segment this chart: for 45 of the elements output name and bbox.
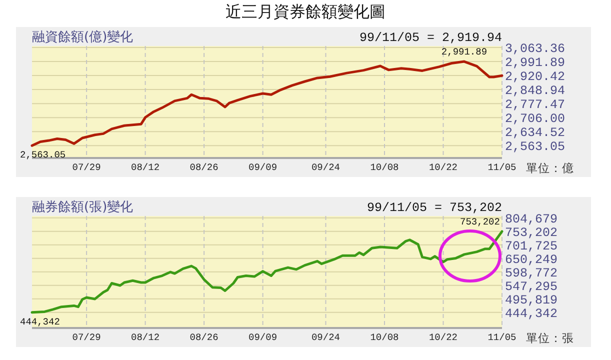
- x-tick-label: 11/05: [488, 332, 517, 343]
- x-tick-label: 08/12: [131, 162, 160, 173]
- annotation: 2,991.89: [441, 46, 488, 58]
- x-tick-label: 11/05: [488, 162, 517, 173]
- y-tick-label: 2,563.05: [505, 140, 566, 154]
- x-tick-label: 10/22: [428, 332, 458, 343]
- y-tick-label: 701,725: [505, 239, 558, 254]
- text: 單位：億: [526, 161, 574, 175]
- x-tick-label: 08/12: [131, 332, 160, 343]
- annotation: 753,202: [460, 216, 500, 228]
- x-tick-label: 10/22: [428, 162, 458, 173]
- chart-title: 近三月資券餘額變化圖: [226, 2, 386, 21]
- x-tick-label: 10/08: [370, 332, 400, 343]
- x-tick-label: 09/09: [248, 162, 278, 173]
- y-tick-label: 495,819: [505, 293, 558, 308]
- x-tick-label: 10/08: [370, 162, 400, 173]
- y-tick-label: 650,249: [505, 252, 558, 267]
- x-tick-label: 08/26: [190, 332, 219, 343]
- line-series: [30, 230, 504, 314]
- y-tick-label: 547,295: [505, 280, 558, 294]
- x-tick-label: 09/24: [311, 332, 340, 343]
- chart-subtitle: 融資餘額(億)變化: [32, 30, 134, 45]
- chart-subtitle: 融券餘額(張)變化: [32, 200, 134, 215]
- annotation: 444,342: [20, 316, 60, 328]
- y-tick-label: 444,342: [505, 306, 558, 321]
- annotation: 2,563.05: [20, 150, 66, 161]
- y-tick-label: 2,848.94: [505, 84, 566, 98]
- x-tick-label: 07/29: [72, 162, 102, 173]
- line-series: [30, 60, 504, 147]
- x-tick-label: 07/29: [72, 332, 102, 343]
- y-tick-label: 598,772: [505, 266, 558, 280]
- y-tick-label: 753,202: [505, 226, 558, 240]
- y-tick-label: 804,679: [505, 212, 558, 226]
- y-tick-label: 3,063.36: [505, 42, 566, 56]
- text: 99/11/05 = 2,919.94: [359, 31, 502, 45]
- y-tick-label: 2,920.42: [505, 70, 566, 84]
- y-tick-label: 2,991.89: [505, 56, 566, 70]
- text: 單位：張: [526, 331, 574, 345]
- y-tick-label: 2,777.47: [505, 98, 566, 112]
- x-tick-label: 08/26: [190, 162, 219, 173]
- x-tick-label: 09/24: [311, 162, 340, 173]
- text: 99/11/05 = 753,202: [366, 201, 502, 215]
- y-tick-label: 2,634.52: [505, 126, 566, 140]
- x-tick-label: 09/09: [248, 332, 278, 343]
- y-tick-label: 2,706.00: [505, 112, 566, 126]
